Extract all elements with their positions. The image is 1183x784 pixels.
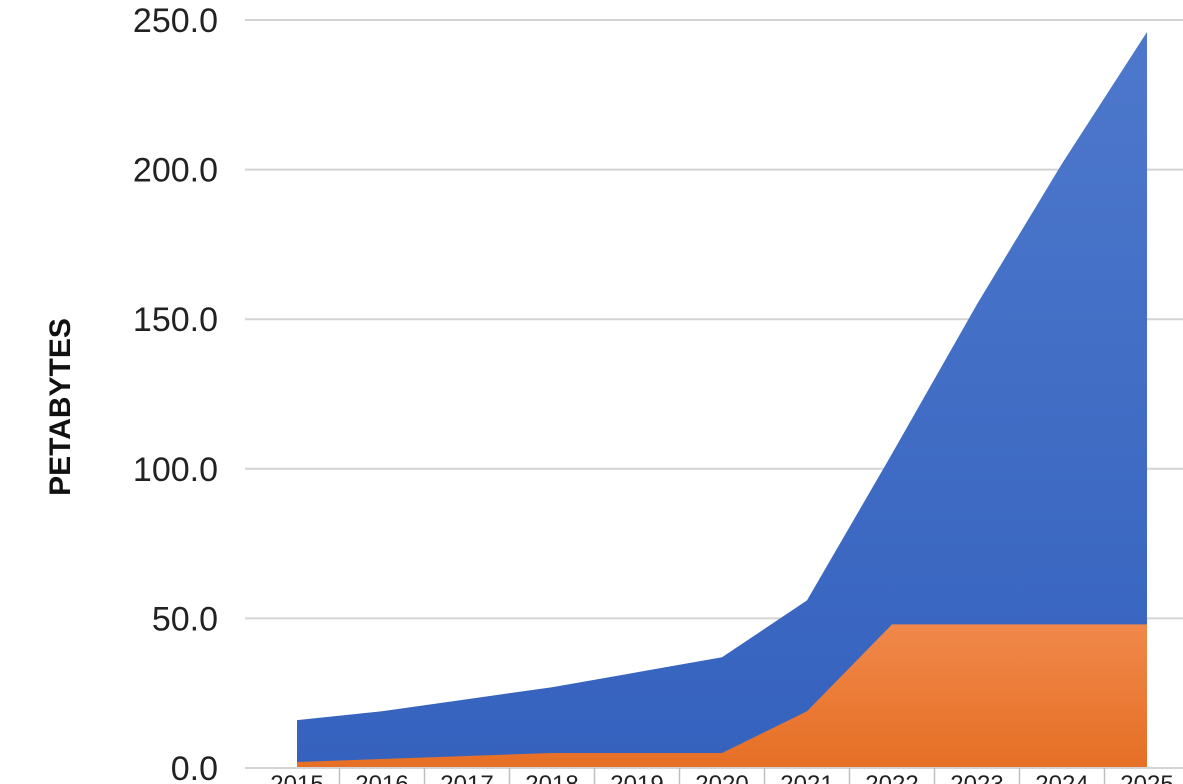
series-1-area (297, 624, 1147, 768)
y-tick-label: 150.0 (133, 301, 218, 339)
series-0-area (297, 32, 1147, 768)
x-tick-label: 2015 (270, 771, 323, 784)
series-areas (297, 32, 1147, 768)
y-tick-label: 0.0 (171, 750, 218, 784)
x-tick-label: 2024 (1035, 771, 1088, 784)
y-tick-label: 200.0 (133, 152, 218, 190)
x-tick-label: 2018 (525, 771, 578, 784)
y-axis-ticks: 0.0 50.0 100.0 150.0 200.0 250.0 (133, 2, 218, 784)
x-tick-label: 2021 (780, 771, 833, 784)
y-tick-label: 250.0 (133, 2, 218, 40)
x-tick-label: 2023 (950, 771, 1003, 784)
x-tick-label: 2019 (610, 771, 663, 784)
x-tick-label: 2020 (695, 771, 748, 784)
x-tick-label: 2016 (355, 771, 408, 784)
y-tick-label: 50.0 (152, 600, 218, 638)
y-axis-title: PETABYTES (44, 318, 77, 496)
x-tick-label: 2025 (1120, 771, 1173, 784)
x-tick-label: 2017 (440, 771, 493, 784)
y-tick-label: 100.0 (133, 451, 218, 489)
x-tick-label: 2022 (865, 771, 918, 784)
x-axis-ticks: 2015 2016 2017 2018 2019 2020 2021 2022 2023 2024… (245, 767, 1183, 784)
